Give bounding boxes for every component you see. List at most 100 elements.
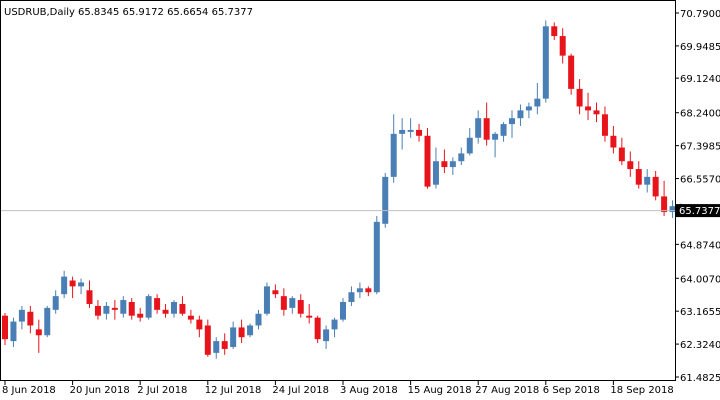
candle bbox=[171, 300, 177, 318]
candle-body bbox=[162, 309, 169, 314]
candle bbox=[230, 321, 237, 349]
candle-body bbox=[297, 300, 304, 314]
candle-body bbox=[382, 176, 389, 224]
candle-body bbox=[120, 300, 127, 314]
candle-body bbox=[137, 313, 144, 318]
candle bbox=[187, 309, 194, 324]
y-tick-label: 66.5570 bbox=[680, 175, 720, 186]
candle-body bbox=[373, 221, 380, 293]
current-price-label: 65.7377 bbox=[679, 206, 720, 217]
candle bbox=[466, 127, 473, 156]
candle bbox=[35, 319, 42, 353]
candle-layer bbox=[2, 20, 684, 359]
ohlc-readout: 65.8345 65.9172 65.6654 65.7377 bbox=[78, 7, 253, 18]
candle-body bbox=[635, 169, 642, 185]
candle bbox=[551, 22, 558, 40]
candle-body bbox=[179, 303, 186, 314]
candle-body bbox=[111, 307, 118, 310]
candle-body bbox=[492, 133, 499, 140]
x-tick-label: 20 Jun 2018 bbox=[70, 385, 130, 396]
candle-body bbox=[593, 110, 600, 115]
time-axis: 8 Jun 2018 20 Jun 2018 2 Jul 2018 12 Jul 20… bbox=[2, 381, 674, 396]
x-tick-label: 24 Jul 2018 bbox=[272, 385, 329, 396]
candle bbox=[69, 276, 76, 299]
candle-body bbox=[585, 106, 592, 111]
candle bbox=[407, 118, 414, 138]
candle-body bbox=[52, 296, 59, 310]
candle bbox=[154, 294, 161, 314]
candle bbox=[196, 315, 203, 338]
candle-body bbox=[18, 309, 25, 322]
candle bbox=[78, 278, 85, 295]
candle-body bbox=[441, 161, 448, 168]
y-tick-label: 64.0070 bbox=[680, 274, 720, 285]
x-tick-label: 27 Aug 2018 bbox=[475, 385, 539, 396]
candle-body bbox=[2, 315, 8, 340]
y-tick-label: 61.4825 bbox=[680, 373, 720, 384]
candle-body bbox=[314, 317, 321, 340]
candle-body bbox=[551, 26, 558, 37]
candle-body bbox=[27, 311, 34, 326]
x-tick-label: 15 Aug 2018 bbox=[408, 385, 472, 396]
candle-body bbox=[154, 298, 161, 310]
candle bbox=[373, 215, 380, 295]
candle bbox=[221, 333, 228, 355]
candle-body bbox=[356, 288, 363, 293]
candle-body bbox=[458, 153, 465, 162]
candle-body bbox=[534, 98, 541, 107]
candle-body bbox=[568, 55, 575, 89]
y-tick-label: 68.2400 bbox=[680, 109, 720, 120]
candle bbox=[525, 102, 532, 119]
candle bbox=[2, 312, 8, 346]
candle-body bbox=[517, 110, 524, 119]
current-price-tag-bg bbox=[676, 204, 720, 218]
candle-body bbox=[306, 315, 313, 318]
symbol-label: USDRUB,Daily bbox=[4, 7, 75, 18]
candle-body bbox=[424, 135, 431, 187]
candle-body bbox=[618, 147, 625, 162]
candle-body bbox=[44, 307, 51, 336]
candle bbox=[297, 294, 304, 318]
candle-body bbox=[204, 325, 211, 355]
candle-body bbox=[416, 129, 423, 136]
candle bbox=[289, 296, 296, 314]
candle-body bbox=[171, 302, 177, 314]
candle bbox=[635, 161, 642, 189]
candle-body bbox=[94, 305, 101, 316]
x-tick-label: 2 Jul 2018 bbox=[137, 385, 187, 396]
candle-body bbox=[340, 302, 346, 320]
plot-frame bbox=[0, 0, 676, 381]
x-tick-label: 6 Sep 2018 bbox=[543, 385, 600, 396]
candle-body bbox=[331, 319, 338, 330]
price-axis: 70.7900 69.9485 69.1240 68.2400 67.3985 66.55… bbox=[675, 9, 720, 384]
candle bbox=[204, 319, 211, 357]
candle bbox=[458, 147, 465, 166]
candle bbox=[449, 157, 456, 175]
candle bbox=[120, 296, 127, 318]
candle bbox=[103, 302, 110, 320]
candle-body bbox=[280, 296, 287, 310]
candle bbox=[534, 83, 541, 115]
candle bbox=[179, 296, 186, 316]
candle bbox=[475, 110, 482, 144]
candle-body bbox=[128, 302, 135, 316]
candle-body bbox=[627, 161, 634, 170]
candle bbox=[280, 288, 287, 316]
candle-body bbox=[390, 133, 397, 177]
candle-body bbox=[483, 118, 490, 140]
candle-body bbox=[407, 129, 414, 132]
candle bbox=[585, 92, 592, 121]
candle bbox=[213, 337, 220, 359]
candle bbox=[94, 300, 101, 320]
x-tick-label: 18 Sep 2018 bbox=[610, 385, 673, 396]
candle-body bbox=[78, 282, 85, 287]
candle bbox=[576, 79, 583, 115]
candle-body bbox=[323, 329, 330, 342]
candle-body bbox=[238, 327, 245, 338]
candle bbox=[52, 290, 59, 314]
candle bbox=[86, 280, 93, 308]
candle-body bbox=[247, 325, 254, 336]
